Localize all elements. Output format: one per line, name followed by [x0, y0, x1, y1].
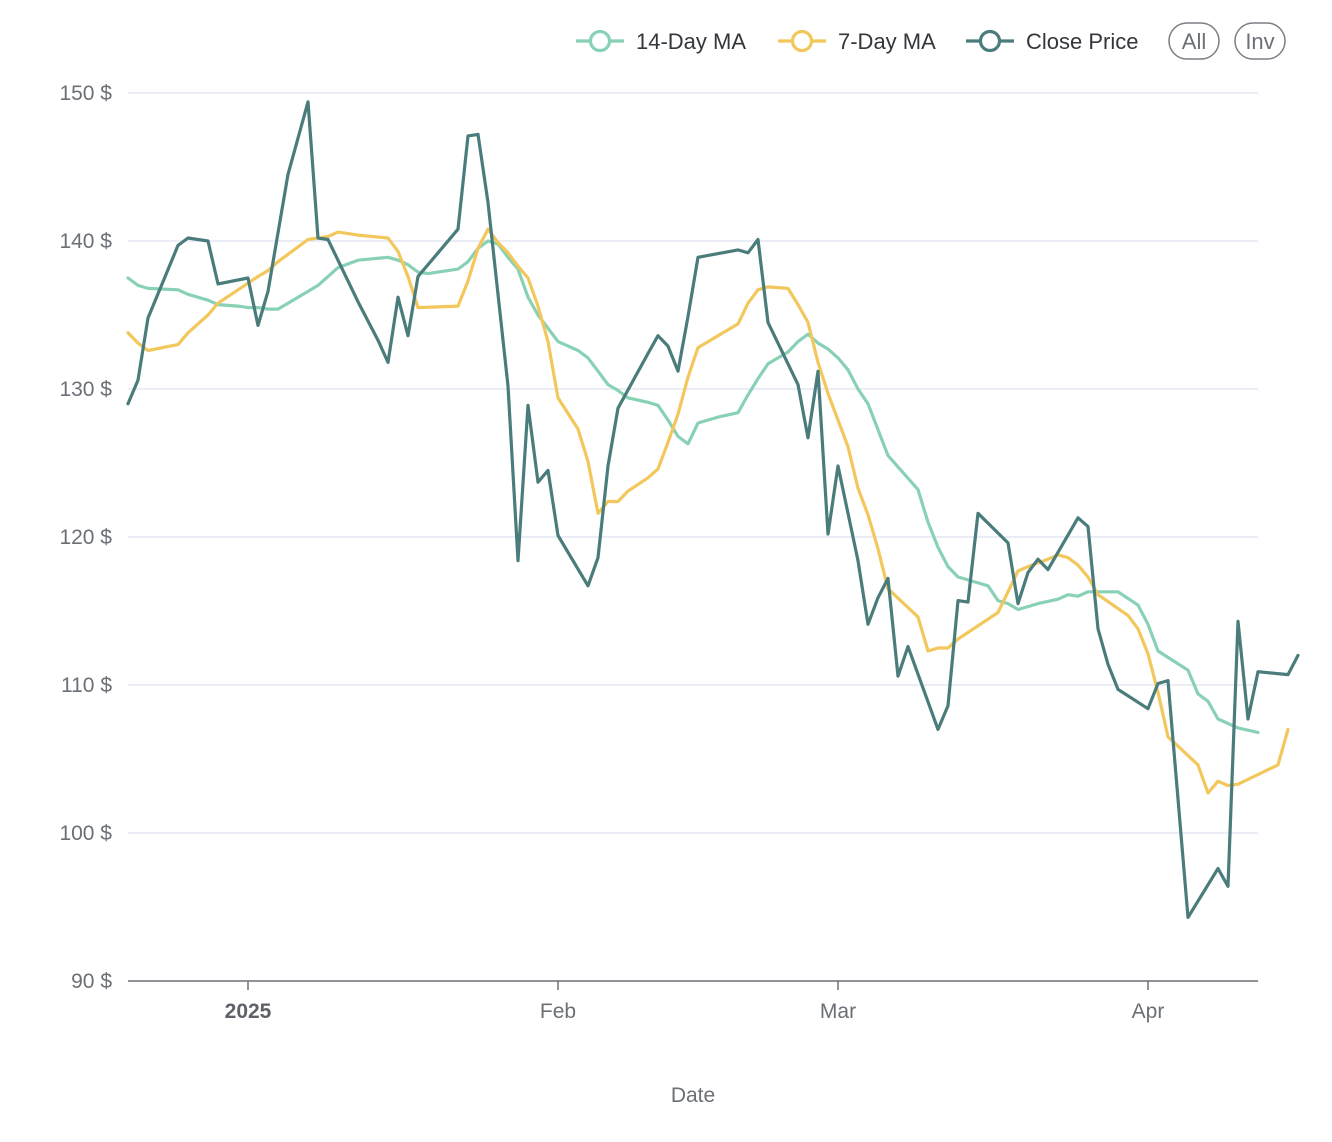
- series-line-close-price: [126, 100, 1300, 919]
- legend-toggle-inv-button[interactable]: Inv: [1234, 22, 1286, 60]
- y-tick-label: 130 $: [59, 378, 112, 401]
- y-axis-ticks: 90 $ 100 $ 110 $ 120 $ 130 $ 140 $ 150 $: [59, 82, 112, 993]
- y-tick-label: 140 $: [59, 230, 112, 253]
- y-tick-label: 100 $: [59, 822, 112, 845]
- legend-item[interactable]: Close Price: [966, 29, 1138, 54]
- legend-item[interactable]: 7-Day MA: [778, 29, 936, 54]
- x-axis: 2025 Feb Mar Apr: [128, 980, 1258, 1023]
- pill-label: Inv: [1245, 29, 1274, 54]
- x-tick-label: Mar: [820, 1000, 856, 1023]
- y-tick-label: 120 $: [59, 526, 112, 549]
- y-tick-label: 110 $: [61, 674, 112, 697]
- legend-label: Close Price: [1026, 29, 1138, 54]
- legend-label: 7-Day MA: [838, 29, 936, 54]
- x-axis-title: Date: [671, 1084, 715, 1107]
- legend-marker-icon: [978, 29, 1002, 53]
- legend-marker-icon: [790, 29, 814, 53]
- x-tick-label: 2025: [225, 1000, 272, 1023]
- x-tick-label: Feb: [540, 1000, 576, 1023]
- series-line-7-day-ma: [126, 227, 1290, 795]
- legend-label: 14-Day MA: [636, 29, 746, 54]
- legend: 14-Day MA 7-Day MA Close Price All Inv: [576, 22, 1286, 60]
- y-tick-label: 90 $: [71, 970, 112, 993]
- series-lines: [126, 100, 1300, 919]
- grid-lines: [128, 92, 1258, 834]
- legend-marker-icon: [588, 29, 612, 53]
- legend-item[interactable]: 14-Day MA: [576, 29, 746, 54]
- y-tick-label: 150 $: [59, 82, 112, 105]
- legend-toggle-all-button[interactable]: All: [1168, 22, 1220, 60]
- pill-outline: [1168, 22, 1220, 60]
- x-tick-label: Apr: [1132, 1000, 1165, 1023]
- pill-outline: [1234, 22, 1286, 60]
- pill-label: All: [1182, 29, 1206, 54]
- series-line-14-day-ma: [126, 239, 1260, 734]
